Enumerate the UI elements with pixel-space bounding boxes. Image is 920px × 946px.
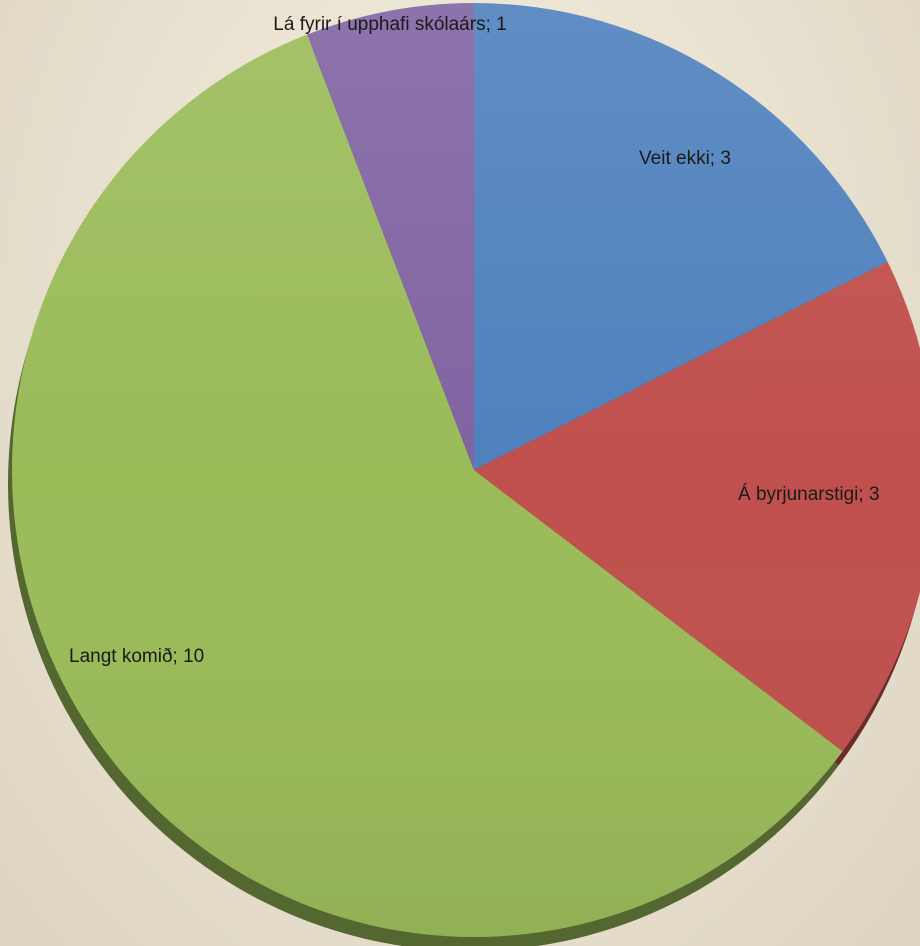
data-label-langt-komid: Langt komið; 10: [69, 646, 204, 667]
data-label-veit-ekki: Veit ekki; 3: [639, 148, 731, 169]
data-label-la-fyrir-i-upphafi-skolaars: Lá fyrir í upphafi skólaárs; 1: [273, 14, 506, 35]
data-label-a-byrjunarstigi: Á byrjunarstigi; 3: [738, 484, 880, 505]
pie-slices: [12, 3, 920, 937]
pie-labels: Veit ekki; 3 Á byrjunarstigi; 3 Langt komi…: [69, 14, 880, 667]
